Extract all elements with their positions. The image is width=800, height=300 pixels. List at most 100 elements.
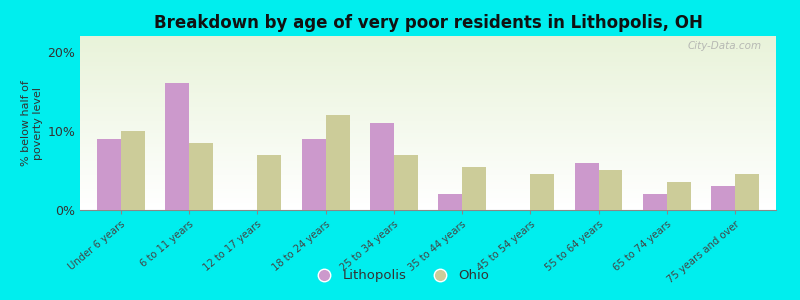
Bar [80, 180, 776, 182]
Bar [80, 168, 776, 170]
Bar [80, 198, 776, 200]
Bar [667, 182, 690, 210]
Bar [80, 121, 776, 123]
Bar [80, 92, 776, 93]
Bar [80, 189, 776, 191]
Bar [80, 154, 776, 156]
Bar [80, 194, 776, 196]
Bar [80, 116, 776, 118]
Bar [80, 62, 776, 64]
Bar [80, 100, 776, 102]
Bar [80, 88, 776, 90]
Bar [80, 69, 776, 71]
Bar [80, 147, 776, 149]
Bar [80, 186, 776, 188]
Bar [166, 83, 189, 210]
Bar [394, 154, 418, 210]
Bar [370, 123, 394, 210]
Bar [80, 43, 776, 45]
Bar [80, 167, 776, 168]
Y-axis label: % below half of
poverty level: % below half of poverty level [22, 80, 43, 166]
Bar [80, 60, 776, 62]
Bar [80, 53, 776, 55]
Bar [80, 170, 776, 172]
Bar [80, 206, 776, 208]
Bar [80, 165, 776, 167]
Bar [530, 174, 554, 210]
Bar [80, 200, 776, 201]
Bar [80, 140, 776, 142]
Bar [326, 115, 350, 210]
Bar [80, 173, 776, 175]
Bar [80, 38, 776, 40]
Bar [80, 137, 776, 139]
Bar [80, 76, 776, 78]
Bar [80, 191, 776, 193]
Bar [80, 99, 776, 100]
Bar [80, 73, 776, 74]
Bar [80, 95, 776, 97]
Bar [735, 174, 759, 210]
Bar [598, 170, 622, 210]
Bar [80, 111, 776, 112]
Bar [80, 201, 776, 203]
Bar [80, 36, 776, 38]
Bar [80, 203, 776, 205]
Bar [80, 177, 776, 179]
Bar [80, 40, 776, 41]
Bar [258, 154, 282, 210]
Bar [80, 193, 776, 194]
Bar [189, 143, 213, 210]
Bar [80, 158, 776, 160]
Bar [80, 142, 776, 144]
Bar [80, 125, 776, 127]
Bar [80, 71, 776, 73]
Bar [80, 67, 776, 69]
Bar [462, 167, 486, 210]
Bar [80, 85, 776, 86]
Bar [80, 196, 776, 198]
Bar [80, 57, 776, 58]
Bar [80, 161, 776, 163]
Bar [80, 109, 776, 111]
Bar [80, 123, 776, 125]
Bar [80, 119, 776, 121]
Bar [121, 131, 145, 210]
Bar [80, 104, 776, 106]
Bar [80, 144, 776, 146]
Bar [80, 107, 776, 109]
Bar [80, 83, 776, 85]
Bar [80, 118, 776, 119]
Legend: Lithopolis, Ohio: Lithopolis, Ohio [306, 264, 494, 287]
Title: Breakdown by age of very poor residents in Lithopolis, OH: Breakdown by age of very poor residents … [154, 14, 702, 32]
Bar [302, 139, 326, 210]
Bar [80, 102, 776, 104]
Bar [574, 163, 598, 210]
Bar [80, 55, 776, 57]
Bar [80, 132, 776, 134]
Bar [80, 128, 776, 130]
Bar [80, 97, 776, 99]
Bar [80, 50, 776, 52]
Bar [80, 46, 776, 48]
Text: City-Data.com: City-Data.com [688, 41, 762, 51]
Bar [80, 179, 776, 180]
Bar [80, 90, 776, 92]
Bar [643, 194, 667, 210]
Bar [80, 114, 776, 116]
Bar [80, 175, 776, 177]
Bar [80, 146, 776, 147]
Bar [80, 52, 776, 53]
Bar [80, 182, 776, 184]
Bar [80, 64, 776, 66]
Bar [80, 41, 776, 43]
Bar [80, 112, 776, 114]
Bar [80, 48, 776, 50]
Bar [80, 151, 776, 153]
Bar [80, 58, 776, 60]
Bar [80, 149, 776, 151]
Bar [80, 74, 776, 76]
Bar [80, 45, 776, 46]
Bar [80, 188, 776, 189]
Bar [438, 194, 462, 210]
